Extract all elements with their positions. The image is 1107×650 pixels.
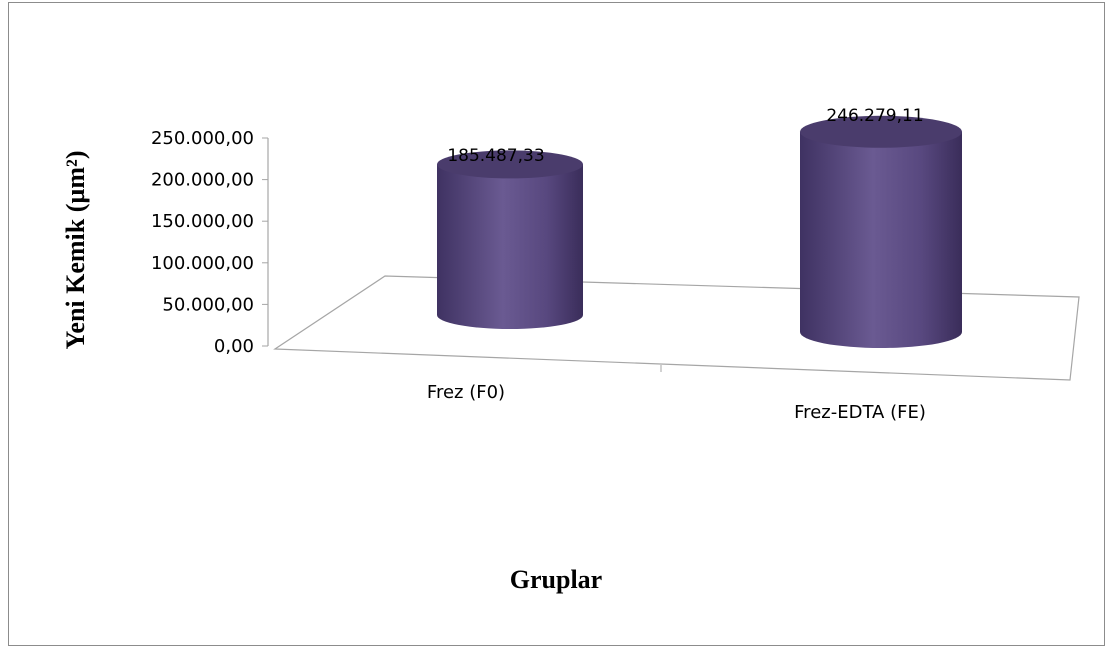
y-tick-label: 150.000,00 bbox=[151, 211, 254, 232]
y-axis-ticks: 0,00 50.000,00 100.000,00 150.000,00 200.000… bbox=[151, 128, 268, 357]
bar-frez-f0 bbox=[437, 150, 583, 329]
bars bbox=[437, 115, 962, 348]
bar-body bbox=[437, 164, 583, 329]
y-tick-label: 100.000,00 bbox=[151, 253, 254, 274]
bar-top bbox=[437, 150, 583, 179]
y-tick-label: 0,00 bbox=[214, 336, 254, 357]
bar-top bbox=[800, 115, 962, 148]
y-tick-label: 200.000,00 bbox=[151, 170, 254, 191]
category-label-frez-f0: Frez (F0) bbox=[427, 382, 505, 403]
data-label-frez-f0: 185.487,33 bbox=[447, 146, 544, 166]
bar-body bbox=[800, 131, 962, 348]
category-label-frez-edta-fe: Frez-EDTA (FE) bbox=[794, 402, 926, 423]
y-axis-title: Yeni Kemik (µm²) bbox=[61, 151, 90, 350]
chart-floor bbox=[273, 275, 1080, 381]
y-tick-label: 50.000,00 bbox=[162, 294, 254, 315]
bar-frez-edta-fe bbox=[800, 115, 962, 348]
x-axis-title: Gruplar bbox=[510, 565, 602, 594]
y-tick-label: 250.000,00 bbox=[151, 128, 254, 149]
data-label-frez-edta-fe: 246.279,11 bbox=[826, 106, 923, 126]
